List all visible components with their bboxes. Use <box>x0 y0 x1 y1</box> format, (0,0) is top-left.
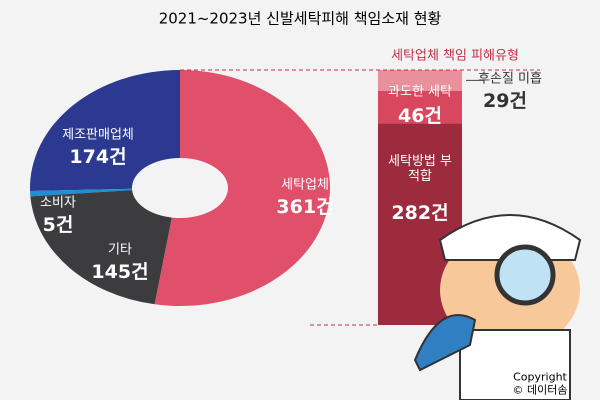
segment-value: 29건 <box>483 90 527 113</box>
segment-value: 282건 <box>391 201 449 224</box>
slice-value: 174건 <box>69 146 127 169</box>
slice-value: 145건 <box>91 261 149 284</box>
copyright: Copyright © 데이터솜 <box>512 370 568 396</box>
segment-label: 과도한 세탁 <box>388 84 452 100</box>
slice-label: 소비자 <box>40 195 76 211</box>
bar-segment <box>378 70 462 91</box>
slice-value: 5건 <box>42 214 74 237</box>
slice-label: 세탁업체 <box>281 177 329 193</box>
segment-label: 세탁방법 부적합 <box>388 153 452 184</box>
bar-segment <box>378 90 462 124</box>
slice-label: 기타 <box>108 242 132 258</box>
segment-value: 46건 <box>398 105 442 128</box>
pie-slice <box>154 70 330 306</box>
character <box>413 214 582 400</box>
slice-value: 361건 <box>276 196 334 219</box>
bar-title: 세탁업체 책임 피해유형 <box>391 48 519 64</box>
pie-slice <box>29 70 180 191</box>
pie-slice <box>30 190 172 305</box>
slice-label: 제조판매업체 <box>62 127 134 143</box>
pie-slice <box>30 188 133 197</box>
chart-title: 2021~2023년 신발세탁피해 책임소재 현황 <box>158 9 442 28</box>
segment-label: 후손질 미흡 <box>478 71 542 87</box>
